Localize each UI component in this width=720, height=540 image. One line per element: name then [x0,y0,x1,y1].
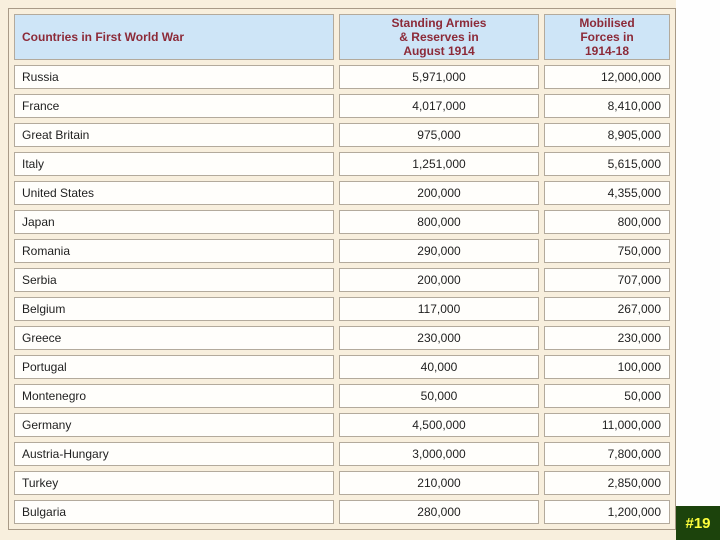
country-cell: Bulgaria [14,500,334,524]
country-cell: Montenegro [14,384,334,408]
table-row: France 4,017,000 8,410,000 [14,94,670,118]
standing-armies-cell: 230,000 [339,326,539,350]
table-body: Russia 5,971,000 12,000,000 France 4,017,000… [14,65,670,524]
mobilised-forces-cell: 8,905,000 [544,123,670,147]
country-cell: Germany [14,413,334,437]
table-row: Bulgaria 280,000 1,200,000 [14,500,670,524]
table-row: Austria-Hungary 3,000,000 7,800,000 [14,442,670,466]
country-cell: Greece [14,326,334,350]
standing-armies-cell: 200,000 [339,268,539,292]
standing-armies-cell: 5,971,000 [339,65,539,89]
mobilised-forces-cell: 7,800,000 [544,442,670,466]
standing-armies-cell: 1,251,000 [339,152,539,176]
country-cell: Italy [14,152,334,176]
country-cell: Turkey [14,471,334,495]
country-cell: France [14,94,334,118]
table-row: Russia 5,971,000 12,000,000 [14,65,670,89]
standing-armies-cell: 800,000 [339,210,539,234]
slide-number-badge: #19 [676,506,720,540]
table-row: Portugal 40,000 100,000 [14,355,670,379]
mobilised-forces-cell: 1,200,000 [544,500,670,524]
table-row: Japan 800,000 800,000 [14,210,670,234]
table-row: United States 200,000 4,355,000 [14,181,670,205]
mobilised-forces-cell: 8,410,000 [544,94,670,118]
standing-armies-cell: 3,000,000 [339,442,539,466]
mobilised-forces-cell: 5,615,000 [544,152,670,176]
table-row: Romania 290,000 750,000 [14,239,670,263]
header-mobilised-forces: Mobilised Forces in 1914-18 [544,14,670,60]
standing-armies-cell: 210,000 [339,471,539,495]
mobilised-forces-cell: 750,000 [544,239,670,263]
table-header-row: Countries in First World War Standing Ar… [14,14,670,60]
mobilised-forces-cell: 800,000 [544,210,670,234]
table-row: Germany 4,500,000 11,000,000 [14,413,670,437]
mobilised-forces-cell: 267,000 [544,297,670,321]
country-cell: Romania [14,239,334,263]
table-row: Montenegro 50,000 50,000 [14,384,670,408]
header-countries: Countries in First World War [14,14,334,60]
header-standing-armies: Standing Armies & Reserves in August 191… [339,14,539,60]
table-row: Great Britain 975,000 8,905,000 [14,123,670,147]
country-cell: Austria-Hungary [14,442,334,466]
standing-armies-cell: 290,000 [339,239,539,263]
country-cell: Belgium [14,297,334,321]
standing-armies-cell: 50,000 [339,384,539,408]
standing-armies-cell: 280,000 [339,500,539,524]
country-cell: Great Britain [14,123,334,147]
mobilised-forces-cell: 2,850,000 [544,471,670,495]
mobilised-forces-cell: 100,000 [544,355,670,379]
mobilised-forces-cell: 4,355,000 [544,181,670,205]
country-cell: Russia [14,65,334,89]
standing-armies-cell: 4,017,000 [339,94,539,118]
country-cell: Serbia [14,268,334,292]
table-row: Greece 230,000 230,000 [14,326,670,350]
table-row: Serbia 200,000 707,000 [14,268,670,292]
mobilised-forces-cell: 230,000 [544,326,670,350]
table-row: Belgium 117,000 267,000 [14,297,670,321]
standing-armies-cell: 40,000 [339,355,539,379]
slide-side-panel [676,0,720,540]
standing-armies-cell: 4,500,000 [339,413,539,437]
mobilised-forces-cell: 707,000 [544,268,670,292]
mobilised-forces-cell: 50,000 [544,384,670,408]
standing-armies-cell: 200,000 [339,181,539,205]
ww1-forces-table: Countries in First World War Standing Ar… [8,8,676,530]
country-cell: Japan [14,210,334,234]
standing-armies-cell: 117,000 [339,297,539,321]
standing-armies-cell: 975,000 [339,123,539,147]
table-row: Turkey 210,000 2,850,000 [14,471,670,495]
table-row: Italy 1,251,000 5,615,000 [14,152,670,176]
country-cell: Portugal [14,355,334,379]
mobilised-forces-cell: 11,000,000 [544,413,670,437]
mobilised-forces-cell: 12,000,000 [544,65,670,89]
country-cell: United States [14,181,334,205]
